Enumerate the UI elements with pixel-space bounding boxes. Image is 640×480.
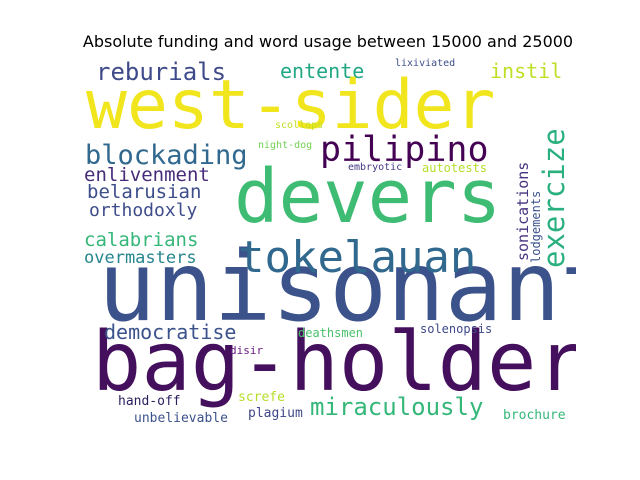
word-brochure: brochure [503,408,566,423]
word-enlivenment: enlivenment [84,164,210,186]
wordcloud-plot-area: unisonant bag-holder west-sider devers tokel… [80,58,618,430]
word-reburials: reburials [96,58,226,86]
word-solenopsis: solenopsis [420,322,492,336]
word-orthodoxly: orthodoxly [89,200,198,221]
word-screfe: screfe [238,390,285,405]
word-night-dog: night-dog [258,140,312,151]
word-deathsmen: deathsmen [298,326,363,340]
word-blockading: blockading [85,140,248,171]
word-overmasters: overmasters [84,248,197,268]
chart-title: Absolute funding and word usage between … [82,32,574,51]
word-instil: instil [490,59,562,83]
word-unbelievable: unbelievable [134,411,228,426]
word-exercize: exercize [537,128,571,268]
word-calabrians: calabrians [84,229,198,251]
word-entente: entente [280,59,364,83]
word-disir: disir [230,344,263,357]
word-unisonant: unisonant [98,231,576,343]
word-sonications: sonications [514,162,532,261]
word-lixiviated: lixiviated [395,58,455,69]
word-devers: devers [234,154,501,240]
word-autotests: autotests [422,161,487,175]
word-west-sider: west-sider [86,66,495,145]
word-pilipino: pilipino [320,130,489,170]
word-belarusian: belarusian [87,181,201,203]
word-miraculously: miraculously [310,393,483,421]
word-tokelauan: tokelauan [238,232,476,283]
word-embryotic: embryotic [348,162,402,173]
word-lodgements: lodgements [529,191,543,263]
word-bag-holder: bag-holder [92,315,576,410]
word-plagium: plagium [248,406,303,421]
word-democratise: democratise [104,320,236,344]
word-scollops: scollops [275,120,323,131]
word-hand-off: hand-off [118,394,181,409]
